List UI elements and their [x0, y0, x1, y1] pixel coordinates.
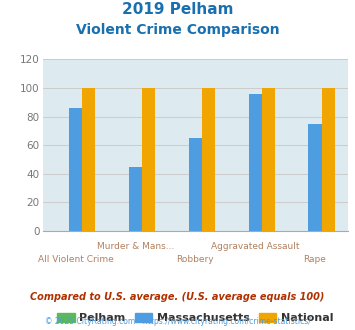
Bar — [322, 88, 335, 231]
Text: 2019 Pelham: 2019 Pelham — [122, 2, 233, 16]
Bar — [69, 108, 82, 231]
Text: Murder & Mans...: Murder & Mans... — [97, 242, 174, 251]
Bar — [202, 88, 215, 231]
Text: Violent Crime Comparison: Violent Crime Comparison — [76, 23, 279, 37]
Text: Rape: Rape — [304, 255, 326, 264]
Text: Compared to U.S. average. (U.S. average equals 100): Compared to U.S. average. (U.S. average … — [30, 292, 325, 302]
Text: © 2025 CityRating.com - https://www.cityrating.com/crime-statistics/: © 2025 CityRating.com - https://www.city… — [45, 317, 310, 326]
Bar — [82, 88, 95, 231]
Text: All Violent Crime: All Violent Crime — [38, 255, 113, 264]
Bar — [308, 124, 322, 231]
Text: Robbery: Robbery — [176, 255, 214, 264]
Bar — [142, 88, 155, 231]
Text: Aggravated Assault: Aggravated Assault — [211, 242, 299, 251]
Bar — [248, 94, 262, 231]
Bar — [262, 88, 275, 231]
Bar — [189, 138, 202, 231]
Bar — [129, 167, 142, 231]
Legend: Pelham, Massachusetts, National: Pelham, Massachusetts, National — [53, 309, 338, 328]
